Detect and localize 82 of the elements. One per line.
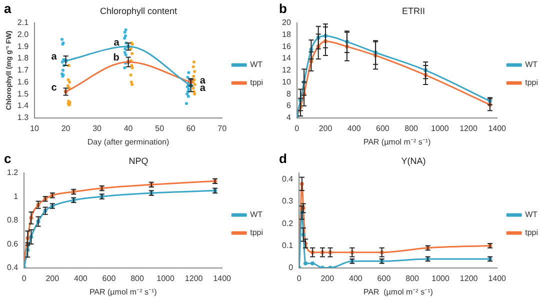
annotation: a [114, 37, 120, 48]
y-tick-label: 2.0 [17, 30, 30, 39]
y-tick-label: 8 [286, 89, 292, 98]
x-tick-label: 400 [347, 124, 362, 133]
x-tick-label: 200 [320, 274, 335, 283]
x-tick-label: 0 [296, 274, 302, 283]
y-tick-label: 4 [286, 113, 292, 122]
x-axis-title: PAR (µmol m⁻² s⁻¹) [89, 287, 158, 296]
x-axis-title: PAR (µmol m⁻² s⁻¹) [363, 137, 432, 146]
y-tick-label: 0.4 [282, 174, 294, 184]
y-tick-label: 1.5 [17, 89, 30, 98]
legend-label: WT [525, 60, 538, 70]
y-tick-label: 18 [282, 30, 292, 39]
y-tick-label: 1.2 [6, 168, 19, 178]
legend-label: tppi [250, 228, 264, 238]
x-tick-label: 20 [61, 124, 71, 133]
x-tick-label: 30 [92, 124, 102, 133]
x-tick-label: 400 [74, 274, 88, 283]
x-tick-label: 1200 [460, 274, 478, 283]
x-tick-label: 600 [102, 274, 116, 283]
y-tick-label: 0 [288, 263, 294, 272]
x-tick-label: 1000 [156, 274, 175, 283]
y-tick-label: 20 [282, 18, 292, 28]
x-tick-label: 1000 [431, 124, 450, 133]
y-tick-label: 1.3 [17, 113, 30, 122]
chart-title: NPQ [128, 156, 148, 166]
y-tick-label: 1 [14, 192, 19, 201]
y-tick-label: 2.1 [17, 18, 30, 28]
legend-label: tppi [525, 78, 538, 88]
legend-label: WT [250, 60, 263, 70]
x-tick-label: 1400 [488, 124, 507, 133]
annotation: a [51, 52, 58, 63]
x-tick-label: 800 [130, 274, 144, 283]
y-tick-label: 12 [282, 66, 292, 75]
legend-label: tppi [250, 78, 264, 88]
x-tick-label: 60 [186, 124, 196, 133]
y-tick-label: 0.8 [6, 216, 19, 225]
y-tick-label: 0.3 [282, 196, 294, 206]
annotation: c [51, 82, 58, 94]
y-tick-label: 1.8 [17, 54, 30, 63]
chart-title: ETRII [402, 6, 426, 16]
x-tick-label: 1200 [460, 124, 478, 133]
text: d [279, 151, 287, 166]
x-axis-title: PAR (µmol m⁻² s⁻¹) [363, 287, 434, 296]
x-tick-label: 800 [406, 274, 420, 283]
y-tick-label: 0.6 [6, 239, 19, 248]
text: b [279, 1, 287, 16]
y-tick-label: 14 [282, 54, 292, 63]
x-tick-label: 40 [124, 124, 134, 133]
y-tick-label: 1.9 [17, 42, 30, 51]
y-tick-label: 1.4 [17, 101, 30, 110]
x-tick-label: 200 [318, 124, 333, 133]
text: c [4, 151, 12, 166]
y-tick-label: 1.6 [17, 77, 30, 86]
legend-label: WT [250, 210, 263, 220]
y-tick-label: 16 [282, 42, 292, 51]
legend-label: tppi [525, 228, 538, 238]
x-tick-label: 70 [218, 124, 228, 133]
y-tick-label: 0.1 [282, 240, 294, 250]
x-tick-label: 50 [155, 124, 165, 133]
y-tick-label: 1.7 [17, 66, 30, 75]
x-tick-label: 1400 [488, 274, 507, 283]
y-tick-label: 10 [282, 77, 292, 86]
x-tick-label: 1200 [184, 274, 204, 283]
chart-title: Y(NA) [401, 156, 426, 166]
x-tick-label: 0 [294, 124, 300, 133]
y-tick-label: 6 [286, 101, 292, 110]
chart-title: Chlorophyll content [100, 6, 178, 16]
y-tick-label: 0.4 [6, 263, 19, 272]
x-tick-label: 200 [46, 274, 60, 283]
x-tick-label: 1000 [432, 274, 450, 283]
y-tick-label: 0.2 [282, 218, 294, 228]
x-tick-label: 800 [404, 124, 419, 133]
x-tick-label: 600 [376, 124, 390, 133]
x-axis-title: Day (after germination) [87, 137, 170, 146]
x-tick-label: 400 [349, 274, 363, 283]
annotation: b [113, 52, 120, 64]
text: a [4, 1, 12, 16]
x-tick-label: 600 [377, 274, 392, 283]
legend-label: WT [525, 210, 538, 220]
x-tick-label: 10 [30, 124, 40, 133]
x-tick-label: 1400 [213, 274, 232, 283]
